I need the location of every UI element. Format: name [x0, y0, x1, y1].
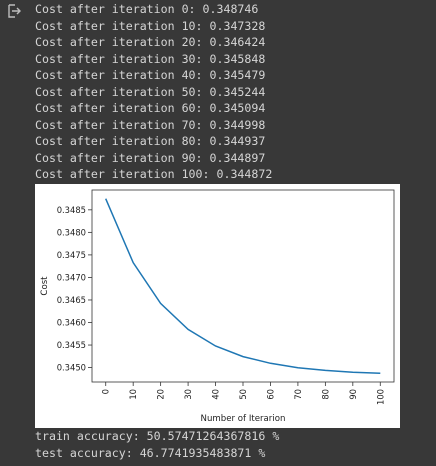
cost-chart-svg: 0.3450 0.3455 0.3460 0.3465 0.3470 0.3475 0.34… [40, 189, 395, 424]
console-line: Cost after iteration 30: 0.345848 [35, 51, 266, 66]
y-tick-label: 0.3470 [57, 272, 86, 282]
console-line: Cost after iteration 60: 0.345094 [35, 101, 266, 115]
console-line: Cost after iteration 20: 0.346424 [35, 35, 266, 49]
cost-line [105, 198, 381, 375]
y-tick-label: 0.3485 [57, 205, 86, 215]
x-tick-label: 50 [238, 389, 248, 400]
train-accuracy-text: train accuracy: 50.57471264367816 % [35, 429, 280, 443]
y-axis-label: Cost [40, 276, 50, 296]
console-line: Cost after iteration 80: 0.344937 [35, 134, 266, 148]
y-tick-label: 0.3465 [57, 295, 86, 305]
console-line: Cost after iteration 10: 0.347328 [35, 18, 266, 33]
cost-plot: 0.3450 0.3455 0.3460 0.3465 0.3470 0.3475 0.34… [35, 184, 400, 428]
console-line: Cost after iteration 40: 0.345479 [35, 68, 266, 82]
console-line: Cost after iteration 50: 0.345244 [35, 84, 266, 99]
test-accuracy-text: test accuracy: 46.7741935483871 % [35, 445, 266, 460]
y-tick-label: 0.3475 [57, 250, 86, 260]
console-line: Cost after iteration 70: 0.344998 [35, 117, 266, 132]
console-line: Cost after iteration 90: 0.344897 [35, 150, 266, 165]
y-tick-label: 0.3455 [57, 340, 86, 350]
x-tick-label: 100 [375, 389, 385, 405]
x-tick-label: 0 [101, 389, 111, 394]
accuracy-output: train accuracy: 50.57471264367816 % test… [35, 428, 279, 461]
x-tick-label: 10 [128, 389, 138, 400]
x-tick-label: 90 [348, 389, 358, 400]
console-line: Cost after iteration 100: 0.344872 [35, 167, 273, 181]
x-tick-label: 80 [320, 389, 330, 400]
x-axis-label: Number of Iterarion [201, 414, 286, 424]
output-redirect-icon[interactable] [6, 3, 22, 19]
y-tick-label: 0.3450 [57, 363, 86, 373]
x-tick-label: 30 [183, 389, 193, 400]
console-output: Cost after iteration 0: 0.348746 Cost af… [35, 1, 272, 183]
x-tick-label: 70 [293, 389, 303, 400]
y-tick-label: 0.3460 [57, 318, 86, 328]
x-tick-label: 40 [211, 389, 221, 400]
x-tick-label: 60 [265, 389, 275, 400]
y-tick-label: 0.3480 [57, 227, 86, 237]
plot-frame [91, 189, 395, 383]
x-tick-label: 20 [156, 389, 166, 400]
console-line: Cost after iteration 0: 0.348746 [35, 2, 259, 16]
